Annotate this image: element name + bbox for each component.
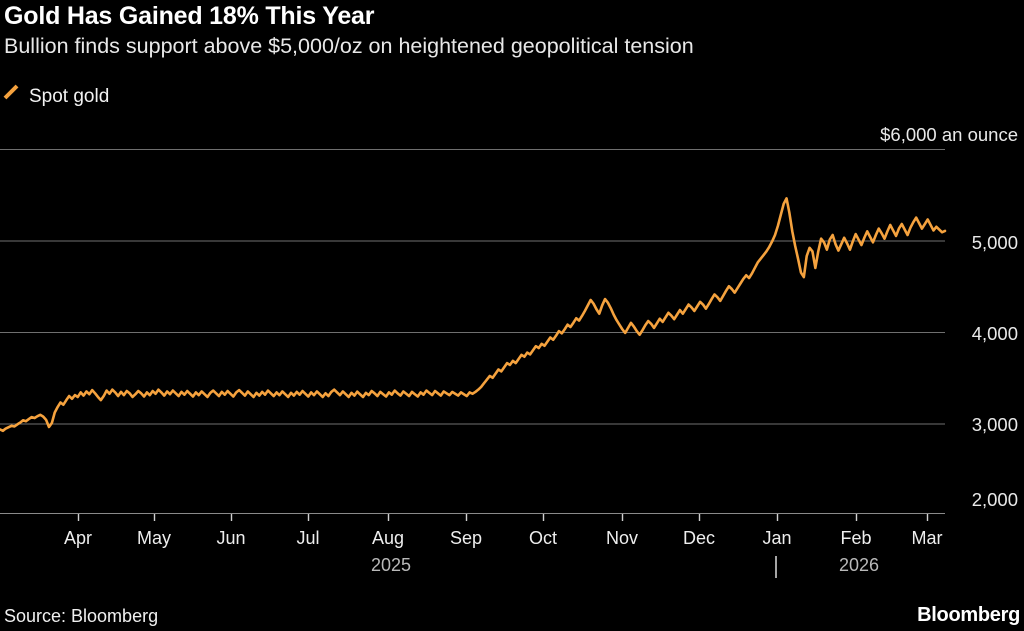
series-line-spot-gold [0, 197, 947, 433]
year-label-2026: 2026 [838, 555, 880, 575]
y-axis-unit-label: $6,000 an ounce [880, 124, 1018, 145]
x-tick-label-dec: Dec [682, 528, 716, 548]
x-tick-label-nov: Nov [605, 528, 639, 548]
x-tick-label-sep: Sep [449, 528, 483, 548]
gridlines [0, 149, 945, 425]
x-tick-label-oct: Oct [528, 528, 558, 548]
y-tick-label-5000: 5,000 [971, 232, 1018, 253]
x-tick-label-jul: Jul [296, 528, 320, 548]
x-tick-label-may: May [136, 528, 172, 548]
chart-svg [0, 149, 947, 578]
x-tick-label-jan: Jan [762, 528, 792, 548]
source-credit: Source: Bloomberg [4, 606, 159, 626]
chart-legend: Spot gold [3, 84, 110, 108]
chart-title: Gold Has Gained 18% This Year [4, 2, 375, 30]
legend-item-label: Spot gold [29, 86, 110, 107]
legend-item-spot-gold[interactable]: Spot gold [3, 84, 110, 108]
y-tick-label-4000: 4,000 [971, 323, 1018, 344]
plot-area: $6,000 an ounce 5,000 4,000 3,000 2,000 … [0, 124, 1018, 578]
y-tick-label-2000: 2,000 [971, 489, 1018, 510]
y-tick-label-3000: 3,000 [971, 414, 1018, 435]
x-tick-label-aug: Aug [371, 528, 405, 548]
x-tick-label-mar: Mar [911, 528, 943, 548]
x-tick-label-jun: Jun [216, 528, 246, 548]
x-axis-ticks [77, 513, 929, 521]
chart-subtitle: Bullion finds support above $5,000/oz on… [4, 34, 694, 58]
x-tick-label-apr: Apr [63, 528, 93, 548]
bloomberg-wordmark: Bloomberg [917, 604, 1020, 626]
year-label-2025: 2025 [370, 555, 412, 575]
x-tick-label-feb: Feb [840, 528, 872, 548]
